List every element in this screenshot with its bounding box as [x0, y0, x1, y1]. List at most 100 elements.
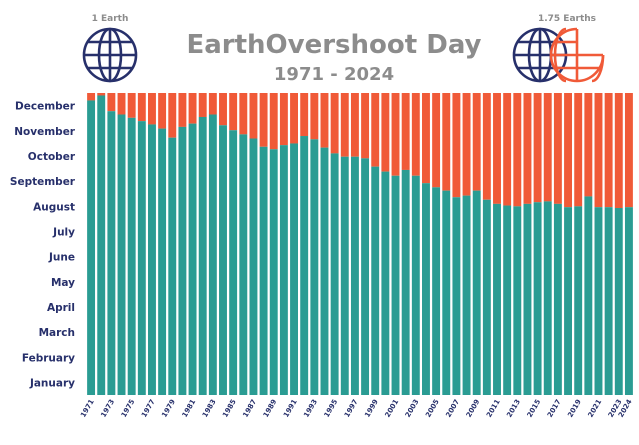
y-axis-month-labels: January February March April May June July Augu… — [10, 101, 76, 390]
bar-overshoot-2013 — [513, 93, 522, 207]
year-tick-label: 2011 — [485, 398, 502, 419]
year-tick-label: 1991 — [282, 398, 299, 419]
year-tick-label: 1981 — [181, 398, 198, 419]
bar-overshoot-1973 — [107, 93, 116, 112]
year-tick-label: 2013 — [505, 398, 522, 419]
bar-budget-2014 — [523, 203, 532, 395]
bar-overshoot-2014 — [523, 93, 532, 204]
bar-budget-2021 — [594, 207, 603, 395]
month-label: August — [33, 201, 75, 213]
year-tick-label: 1985 — [221, 398, 238, 419]
bar-overshoot-1984 — [219, 93, 227, 126]
bar-overshoot-1981 — [188, 93, 197, 124]
bar-overshoot-2015 — [533, 93, 542, 203]
bar-overshoot-1971 — [87, 93, 96, 101]
bar-overshoot-1986 — [239, 93, 248, 135]
chart-subtitle: 1971 - 2024 — [274, 64, 394, 85]
year-tick-label: 2017 — [546, 398, 563, 419]
bar-budget-1994 — [320, 147, 329, 395]
bar-overshoot-1975 — [127, 93, 136, 118]
bar-overshoot-1988 — [259, 93, 268, 147]
year-tick-label: 1995 — [323, 398, 340, 419]
bar-overshoot-2007 — [452, 93, 461, 198]
bar-overshoot-1990 — [279, 93, 288, 146]
bar-overshoot-1993 — [310, 93, 319, 140]
earths-caption: 1.75 Earths — [538, 14, 596, 24]
bar-overshoot-1972 — [97, 93, 106, 96]
bar-budget-2012 — [503, 205, 512, 395]
bar-budget-1989 — [269, 149, 278, 395]
bar-budget-1984 — [219, 125, 227, 396]
globe-icon — [82, 27, 138, 83]
bar-budget-2002 — [401, 169, 410, 395]
bar-overshoot-1992 — [300, 93, 309, 137]
bar-budget-2016 — [543, 201, 552, 395]
bar-budget-1978 — [158, 128, 167, 395]
bar-budget-1979 — [168, 137, 177, 395]
bar-overshoot-2012 — [503, 93, 512, 206]
bar-budget-2020 — [584, 196, 593, 395]
bar-budget-1996 — [340, 156, 349, 395]
bar-overshoot-2017 — [553, 93, 562, 204]
bar-overshoot-1977 — [148, 93, 156, 125]
bar-overshoot-1976 — [137, 93, 146, 122]
partial-globe-icon — [549, 27, 605, 83]
bar-overshoot-1999 — [371, 93, 380, 167]
bar-budget-1988 — [259, 146, 268, 395]
bar-budget-1992 — [300, 136, 309, 395]
year-tick-label: 2009 — [465, 398, 482, 419]
bar-budget-1972 — [97, 95, 106, 395]
bar-budget-1993 — [310, 139, 319, 395]
bar-budget-1975 — [127, 117, 136, 395]
month-label: February — [22, 352, 75, 364]
bar-budget-2008 — [462, 195, 471, 395]
bar-overshoot-2003 — [411, 93, 420, 176]
bar-overshoot-2002 — [401, 93, 410, 170]
year-tick-label: 2001 — [384, 398, 401, 419]
year-tick-label: 1973 — [99, 398, 116, 419]
bar-overshoot-1994 — [320, 93, 329, 148]
month-label: November — [14, 126, 76, 138]
bar-budget-2019 — [574, 206, 583, 395]
bar-overshoot-1978 — [158, 93, 167, 129]
year-tick-label: 2021 — [587, 398, 604, 419]
month-label: March — [39, 327, 75, 339]
bar-budget-1987 — [249, 138, 258, 395]
bar-overshoot-1991 — [290, 93, 298, 144]
bar-overshoot-1996 — [340, 93, 349, 157]
bar-budget-1976 — [137, 121, 146, 395]
bar-overshoot-2008 — [462, 93, 471, 196]
chart-title: EarthOvershoot Day — [186, 30, 481, 60]
bar-overshoot-1982 — [198, 93, 207, 117]
bar-budget-2001 — [391, 175, 400, 395]
year-tick-label: 1997 — [343, 398, 360, 419]
bar-overshoot-1998 — [361, 93, 370, 159]
year-tick-label: 1993 — [302, 398, 319, 419]
bar-overshoot-1979 — [168, 93, 177, 138]
month-label: December — [15, 101, 76, 113]
year-tick-label: 2019 — [566, 398, 583, 419]
bar-budget-2009 — [472, 190, 481, 395]
bar-budget-2023 — [614, 208, 623, 395]
bar-budget-1991 — [290, 143, 298, 395]
month-label: July — [52, 226, 75, 238]
bar-budget-1998 — [361, 158, 370, 395]
bar-budget-1973 — [107, 111, 116, 395]
bar-budget-2013 — [513, 206, 522, 395]
bar-budget-1981 — [188, 123, 197, 396]
month-label: September — [10, 176, 76, 188]
bar-budget-1971 — [87, 100, 96, 395]
bar-budget-2024 — [624, 207, 633, 395]
bar-overshoot-2006 — [442, 93, 451, 191]
bars — [87, 93, 633, 396]
bar-budget-2000 — [381, 171, 390, 395]
bar-budget-1990 — [279, 145, 288, 395]
year-tick-label: 1979 — [160, 398, 177, 419]
month-label: April — [47, 302, 75, 314]
bar-budget-2011 — [493, 203, 501, 395]
month-label: January — [29, 377, 75, 389]
bar-overshoot-1987 — [249, 93, 258, 139]
x-axis-year-labels: 1971 1973 1975 1977 1979 1981 1983 1985 1987 1989… — [79, 398, 634, 419]
one-earth-caption: 1 Earth — [92, 14, 129, 24]
